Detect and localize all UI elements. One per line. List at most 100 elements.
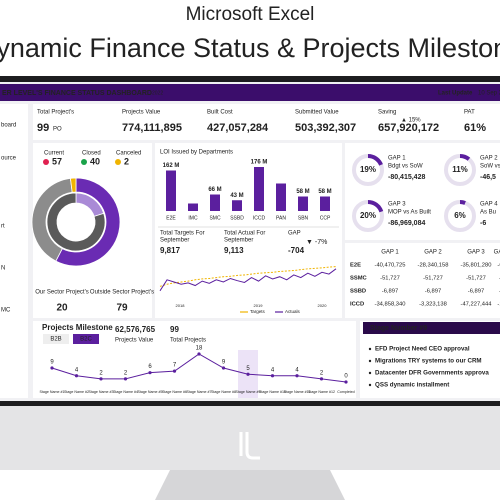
dashboard-year: 2022: [152, 90, 163, 96]
sector-value: 79: [116, 303, 128, 314]
x-tick-label: Stage Name #10: [259, 390, 286, 394]
kpi-value: 774,111,895: [122, 122, 182, 134]
x-tick-label: 2019: [254, 303, 264, 308]
milestone-point: [50, 366, 54, 370]
milestone-count-label: Total Projects: [170, 338, 206, 344]
bullet: [368, 371, 372, 375]
table-panel: [345, 243, 500, 318]
bar: [166, 170, 176, 211]
bullet: [368, 359, 372, 363]
value-label: 66 M: [208, 187, 221, 193]
tab[interactable]: [73, 334, 99, 344]
gauge-arc: [460, 154, 471, 161]
gap-label: GAP: [288, 231, 301, 237]
bar: [254, 167, 264, 211]
milestone-point: [123, 377, 128, 381]
update-label: Last Update: [438, 91, 473, 97]
table-cell: -3,323,138: [419, 302, 447, 308]
table-cell: -6,897: [425, 289, 441, 295]
value-label: 58 M: [296, 189, 309, 195]
status-label: Current: [44, 151, 64, 157]
x-tick-label: IMC: [188, 215, 198, 221]
stage-item: QSS dynamic installment: [375, 382, 449, 389]
table-cell: -6,897: [468, 289, 484, 295]
table-cell: -47,227,444: [461, 302, 493, 308]
kpi-row: [33, 104, 500, 140]
legend-label: Actuals: [285, 309, 301, 314]
milestone-point: [221, 366, 226, 370]
x-tick-label: Stage Name #9: [236, 390, 261, 394]
gauge-arc: [368, 199, 384, 213]
gauge-panel: [345, 143, 500, 240]
value-label: 4: [75, 367, 79, 373]
tab[interactable]: [43, 334, 69, 344]
x-tick-label: Stage Name #7: [187, 390, 212, 394]
kpi-label: Projects Value: [122, 110, 161, 116]
status-icon: [81, 159, 87, 165]
table-cell: -40,470,725: [375, 263, 406, 269]
milestone-point: [270, 374, 275, 378]
bar: [188, 203, 198, 211]
value-label: 4: [271, 367, 275, 373]
logo: [239, 432, 260, 460]
value-label: 0: [344, 374, 348, 380]
stage-item: Migrations TRY systems to our CRM: [375, 358, 482, 365]
bullet: [368, 383, 372, 387]
status-label: Closed: [82, 151, 101, 157]
status-count: 2: [124, 156, 129, 166]
kpi-label: Total Actual For: [224, 231, 265, 237]
value-label: 162 M: [163, 163, 180, 169]
sector-label: Outside Sector Project's: [90, 290, 154, 296]
value-label: 43 M: [230, 193, 243, 199]
milestone-point: [74, 374, 79, 378]
gauge-arc: [368, 154, 383, 166]
kpi-value: 99: [37, 122, 49, 134]
header-bar: [0, 84, 500, 101]
milestone-panel: [33, 321, 356, 398]
gap-amount: -86,969,084: [388, 220, 425, 227]
kpi-value: 61%: [464, 122, 486, 134]
x-tick-label: Stage Name #1: [40, 390, 65, 394]
value-label: 5: [246, 366, 250, 372]
trend-line: [159, 266, 337, 287]
sidebar-item: board: [1, 123, 16, 129]
milestone-point: [246, 372, 250, 376]
kpi-label: Total Project's: [37, 110, 74, 116]
gap-subtitle: As Bu: [480, 210, 496, 216]
kpi-value: 503,392,307: [295, 122, 356, 134]
gauge-arc: [460, 200, 466, 205]
kpi-value: 9,113: [224, 246, 244, 255]
milestone-title: Projects Milestone: [42, 323, 113, 332]
value-label: 58 M: [318, 189, 331, 195]
status-icon: [43, 159, 49, 165]
milestone-point: [172, 369, 177, 373]
x-tick-label: PAN: [276, 215, 286, 221]
sidebar-item: N: [1, 266, 5, 272]
gauge-label: 19%: [360, 165, 376, 174]
gap-title: GAP 4: [480, 202, 498, 208]
x-tick-label: Stage Name #11: [284, 390, 311, 394]
kpi-label: Built Cost: [207, 110, 233, 116]
status-icon: [115, 159, 121, 165]
sidebar: [0, 104, 28, 398]
kpi-label: Total Targets For: [160, 231, 205, 237]
x-tick-label: Stage Name #5: [138, 390, 163, 394]
status-count: 40: [90, 156, 100, 166]
tab-label: B2B: [50, 337, 61, 343]
gap-title: GAP 1: [388, 156, 406, 162]
legend-label: Targets: [250, 309, 266, 314]
value-label: 9: [50, 360, 54, 366]
x-tick-label: 2020: [318, 303, 328, 308]
kpi-label: PAT: [464, 110, 475, 116]
chart-title: LOI Issued by Departments: [160, 150, 233, 156]
monitor-stand: [155, 470, 345, 500]
loi-panel: [155, 143, 342, 318]
bar: [232, 200, 242, 211]
kpi-label: September: [160, 238, 189, 244]
donut-inner-segment: [46, 192, 106, 252]
milestone-point: [99, 377, 103, 381]
gauge-label: 20%: [360, 211, 376, 220]
gap-title: GAP 2: [480, 156, 498, 162]
x-tick-label: Completed: [337, 390, 354, 394]
kpi-unit: PO: [53, 127, 62, 133]
